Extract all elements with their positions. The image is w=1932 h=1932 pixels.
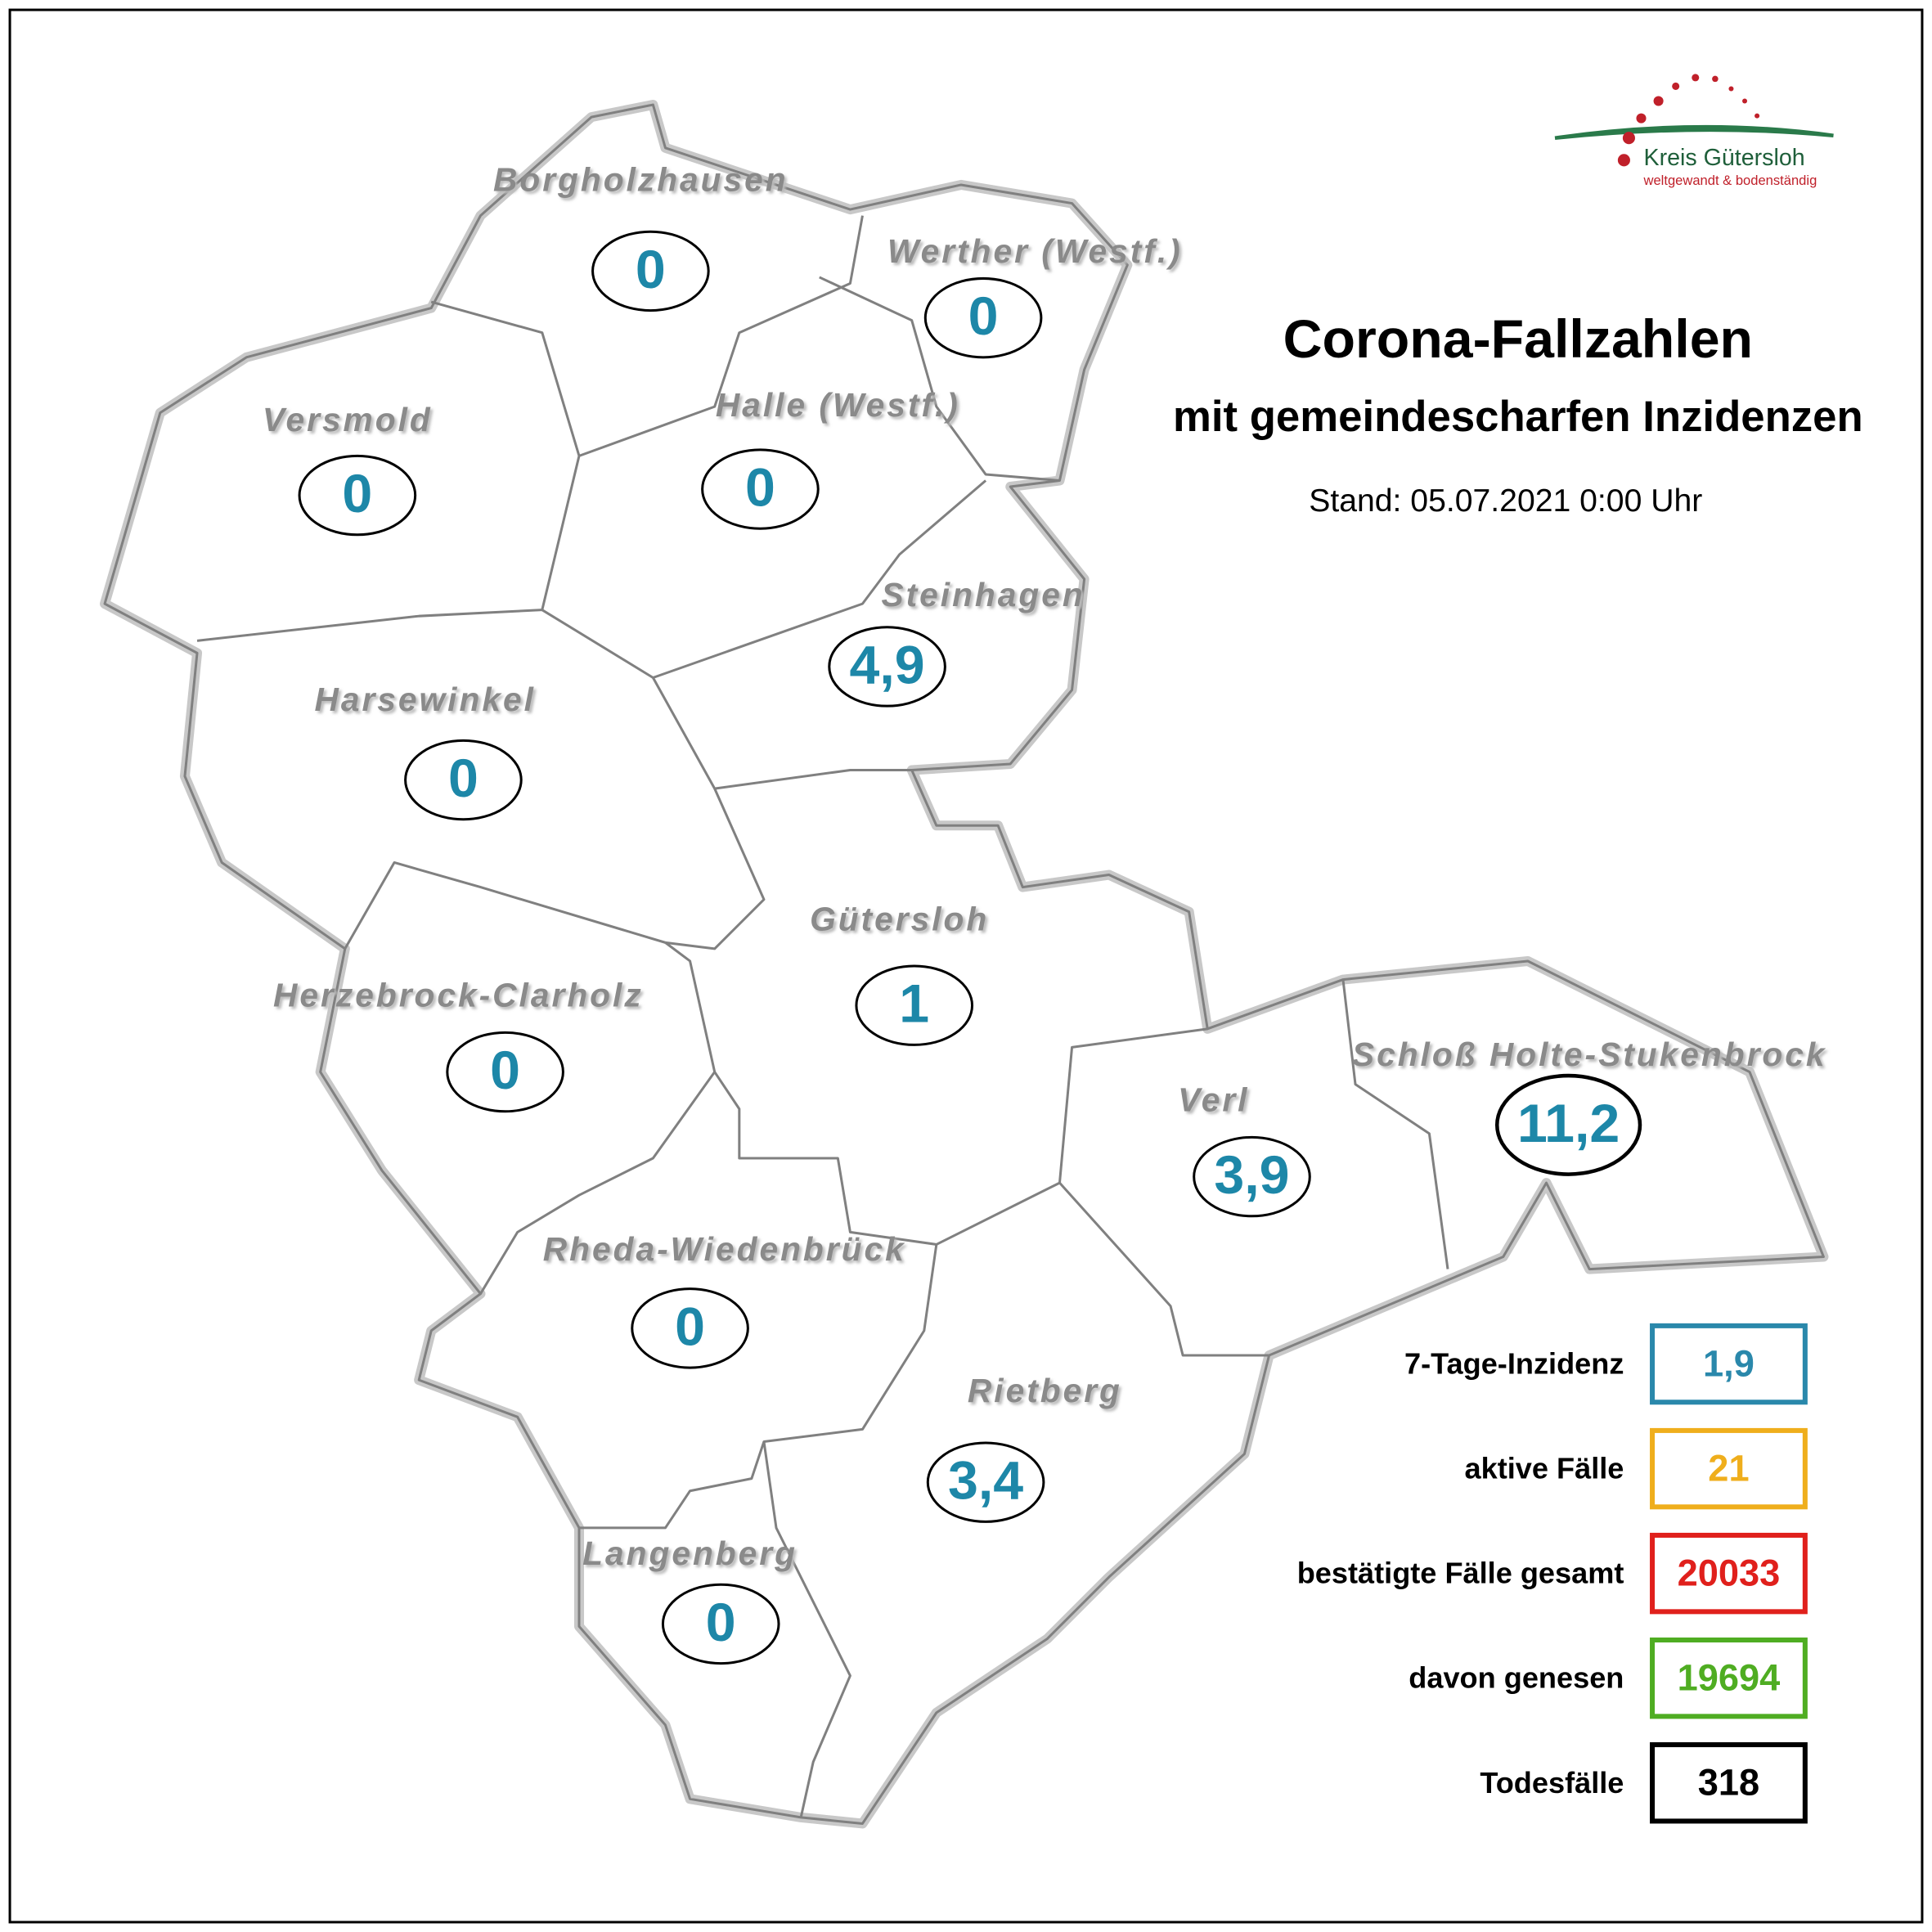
subtitle: mit gemeindescharfen Inzidenzen [1173,393,1863,441]
municipality-value: 0 [448,748,479,809]
municipality-value: 11,2 [1517,1094,1620,1154]
municipality-name: Herzebrock-Clarholz [273,977,644,1014]
value-oval [298,454,417,537]
municipality-name: Schloß Holte-Stukenbrock [1352,1036,1827,1073]
municipality-value: 0 [968,286,999,347]
municipality-value: 0 [636,240,666,300]
value-oval [926,1441,1045,1523]
date: Stand: 05.07.2021 0:00 Uhr [1309,483,1702,519]
stat-value: 1,9 [1703,1343,1755,1385]
stats-legend: 7-Tage-Inzidenz 1,9 aktive Fälle 21 bestätig… [1297,1323,1808,1824]
municipality-value: 0 [490,1040,520,1101]
value-oval [1494,1073,1642,1176]
stat-value: 21 [1708,1448,1749,1489]
municipality-value: 0 [745,458,775,519]
municipality-name: Gütersloh [810,900,989,937]
stat-value: 318 [1698,1762,1759,1804]
value-oval [591,230,710,312]
stat-label: Todesfälle [1480,1766,1624,1799]
logo: Kreis Gütersloh weltgewandt & bodenständ… [1554,74,1834,188]
stat-label: aktive Fälle [1465,1452,1624,1485]
stat-label: bestätigte Fälle gesamt [1297,1557,1624,1590]
municipality-value: 3,4 [948,1451,1023,1512]
stat-label: 7-Tage-Inzidenz [1404,1347,1624,1381]
municipality-value: 3,9 [1214,1145,1289,1206]
municipality-value: 0 [675,1296,705,1357]
municipality-value: 4,9 [850,635,925,695]
value-oval [828,626,946,708]
value-oval [1193,1135,1311,1218]
municipality-name: Borgholzhausen [493,160,789,198]
stat-box [1650,1637,1808,1719]
logo-slogan: weltgewandt & bodenständig [1643,173,1817,188]
title: Corona-Fallzahlen [1283,309,1753,370]
municipality-value: 1 [899,974,929,1035]
district-border [103,103,1825,1825]
logo-name: Kreis Gütersloh [1644,145,1805,171]
municipal-borders [196,215,1449,1818]
municipality-name: Halle (Westf.) [716,386,960,424]
municipality-labels: Borgholzhausen 0 Werther (Westf.) 0 Versmold… [263,160,1827,1665]
value-oval [923,276,1043,359]
municipality-name: Steinhagen [881,576,1085,613]
municipality-name: Versmold [263,401,433,438]
map [100,100,1829,1829]
value-oval [855,964,974,1046]
municipality-value: 0 [342,464,372,524]
stat-label: davon genesen [1409,1661,1624,1695]
stat-value: 19694 [1678,1657,1781,1699]
stat-box [1650,1742,1808,1824]
stat-box [1650,1427,1808,1510]
municipality-name: Langenberg [582,1534,798,1572]
stat-value: 20033 [1678,1552,1781,1594]
municipality-value: 0 [706,1593,736,1653]
value-oval [404,739,523,821]
stat-box [1650,1532,1808,1615]
value-oval [631,1287,749,1369]
value-oval [446,1031,564,1113]
municipality-name: Werther (Westf.) [887,232,1183,270]
stat-box [1650,1323,1808,1405]
municipality-name: Rheda-Wiedenbrück [543,1230,906,1268]
municipality-name: Verl [1178,1081,1249,1119]
municipality-name: Rietberg [968,1372,1122,1409]
municipality-name: Harsewinkel [314,681,535,718]
value-oval [661,1583,780,1665]
value-oval [701,448,820,530]
